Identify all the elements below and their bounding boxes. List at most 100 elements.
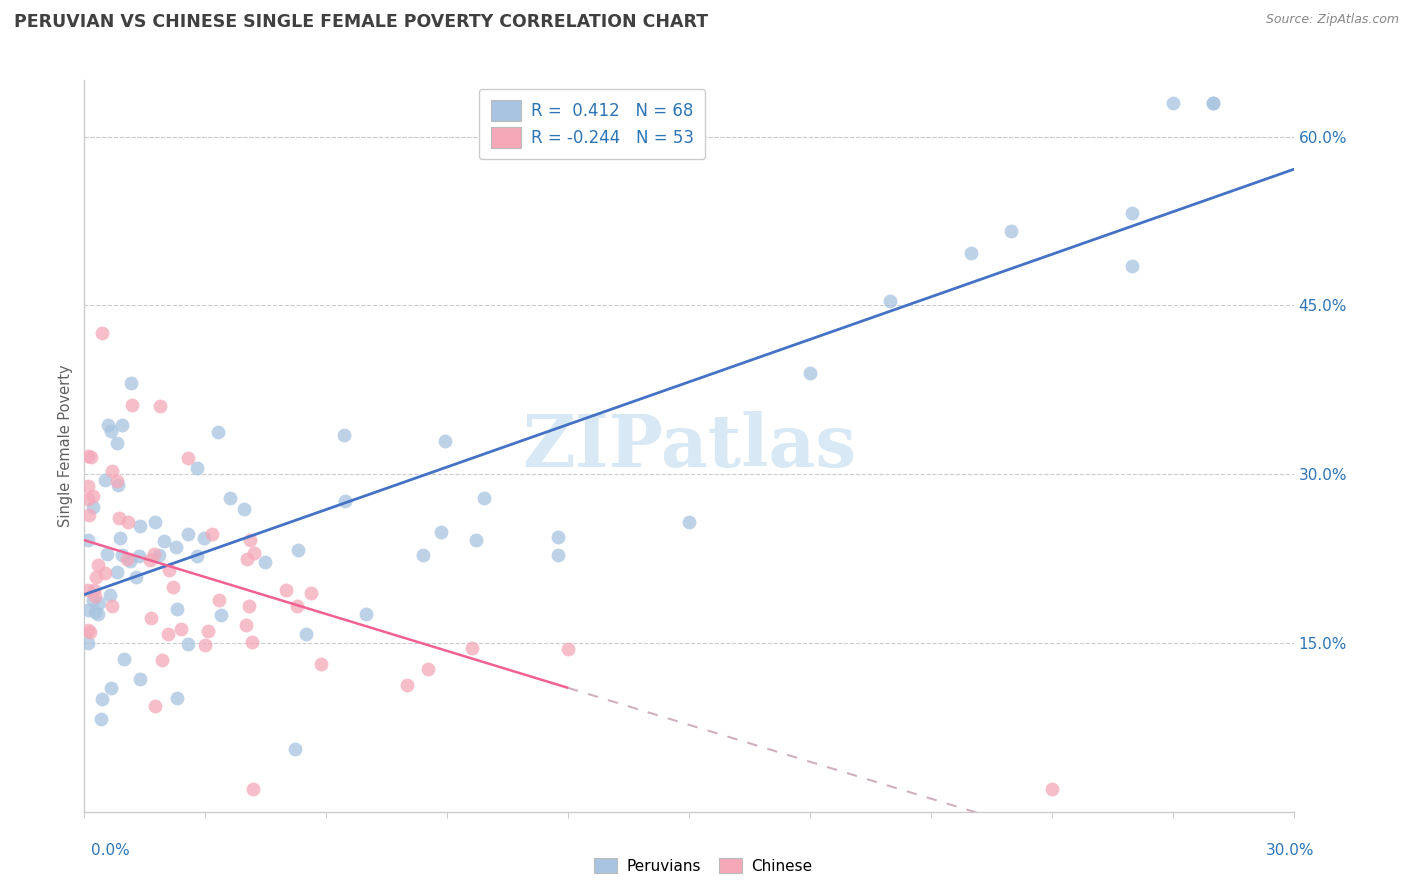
Point <box>84 605 107 619</box>
Point <box>79 450 101 465</box>
Point <box>207 425 229 440</box>
Point <box>143 515 166 529</box>
Point <box>557 642 579 657</box>
Point <box>159 564 181 578</box>
Point <box>242 546 264 560</box>
Text: 30.0%: 30.0% <box>1267 843 1315 858</box>
Point <box>1202 95 1225 110</box>
Legend: R =  0.412   N = 68, R = -0.244   N = 53: R = 0.412 N = 68, R = -0.244 N = 53 <box>479 88 706 160</box>
Text: PERUVIAN VS CHINESE SINGLE FEMALE POVERTY CORRELATION CHART: PERUVIAN VS CHINESE SINGLE FEMALE POVERT… <box>14 13 709 31</box>
Text: 0.0%: 0.0% <box>91 843 131 858</box>
Point <box>107 478 129 492</box>
Point <box>209 608 232 623</box>
Point <box>110 532 132 546</box>
Point <box>90 713 112 727</box>
Point <box>166 601 188 615</box>
Point <box>412 548 434 562</box>
Point <box>86 607 108 621</box>
Point <box>170 622 193 636</box>
Point <box>235 618 257 632</box>
Point <box>118 553 141 567</box>
Point <box>94 473 117 487</box>
Point <box>129 519 152 533</box>
Point <box>177 526 200 541</box>
Point <box>879 293 901 308</box>
Point <box>117 515 139 529</box>
Point <box>100 681 122 695</box>
Point <box>100 424 122 438</box>
Point <box>148 549 170 563</box>
Text: Source: ZipAtlas.com: Source: ZipAtlas.com <box>1265 13 1399 27</box>
Point <box>105 435 128 450</box>
Point <box>1040 782 1063 797</box>
Point <box>547 530 569 544</box>
Point <box>105 565 128 579</box>
Point <box>82 592 104 607</box>
Point <box>87 596 110 610</box>
Point <box>333 494 356 508</box>
Y-axis label: Single Female Poverty: Single Female Poverty <box>58 365 73 527</box>
Point <box>232 502 254 516</box>
Point <box>83 582 105 597</box>
Point <box>84 570 107 584</box>
Point <box>90 326 112 341</box>
Point <box>1000 224 1022 238</box>
Point <box>295 627 318 641</box>
Point <box>77 491 100 506</box>
Point <box>121 398 143 412</box>
Point <box>77 449 100 463</box>
Point <box>1121 206 1143 220</box>
Point <box>472 491 495 506</box>
Point <box>201 527 224 541</box>
Point <box>460 640 482 655</box>
Point <box>197 624 219 638</box>
Point <box>79 508 101 523</box>
Point <box>177 451 200 466</box>
Point <box>236 552 259 566</box>
Point <box>186 549 208 563</box>
Point <box>284 742 307 756</box>
Point <box>299 586 322 600</box>
Point <box>254 555 277 569</box>
Point <box>162 580 184 594</box>
Point <box>193 531 215 545</box>
Point <box>547 548 569 562</box>
Point <box>356 607 378 621</box>
Point <box>97 418 120 433</box>
Point <box>434 434 457 449</box>
Point <box>1202 95 1225 110</box>
Point <box>208 593 231 607</box>
Point <box>77 603 100 617</box>
Point <box>101 599 124 613</box>
Point <box>165 540 187 554</box>
Point <box>129 672 152 686</box>
Point <box>77 623 100 637</box>
Point <box>77 478 100 492</box>
Point <box>274 582 297 597</box>
Point <box>238 599 260 613</box>
Point <box>77 582 100 597</box>
Point <box>101 465 124 479</box>
Point <box>240 635 263 649</box>
Point <box>139 552 162 566</box>
Point <box>82 489 104 503</box>
Point <box>93 566 115 581</box>
Point <box>960 246 983 260</box>
Point <box>115 552 138 566</box>
Point <box>219 491 242 505</box>
Point <box>142 547 165 561</box>
Point <box>111 548 134 562</box>
Point <box>84 590 107 604</box>
Point <box>153 533 176 548</box>
Point <box>150 653 173 667</box>
Point <box>429 525 451 540</box>
Point <box>111 418 134 433</box>
Point <box>108 510 131 524</box>
Point <box>238 533 260 547</box>
Point <box>98 588 121 602</box>
Point <box>678 515 700 529</box>
Point <box>285 599 308 613</box>
Point <box>1121 260 1143 274</box>
Point <box>87 558 110 573</box>
Point <box>82 500 104 514</box>
